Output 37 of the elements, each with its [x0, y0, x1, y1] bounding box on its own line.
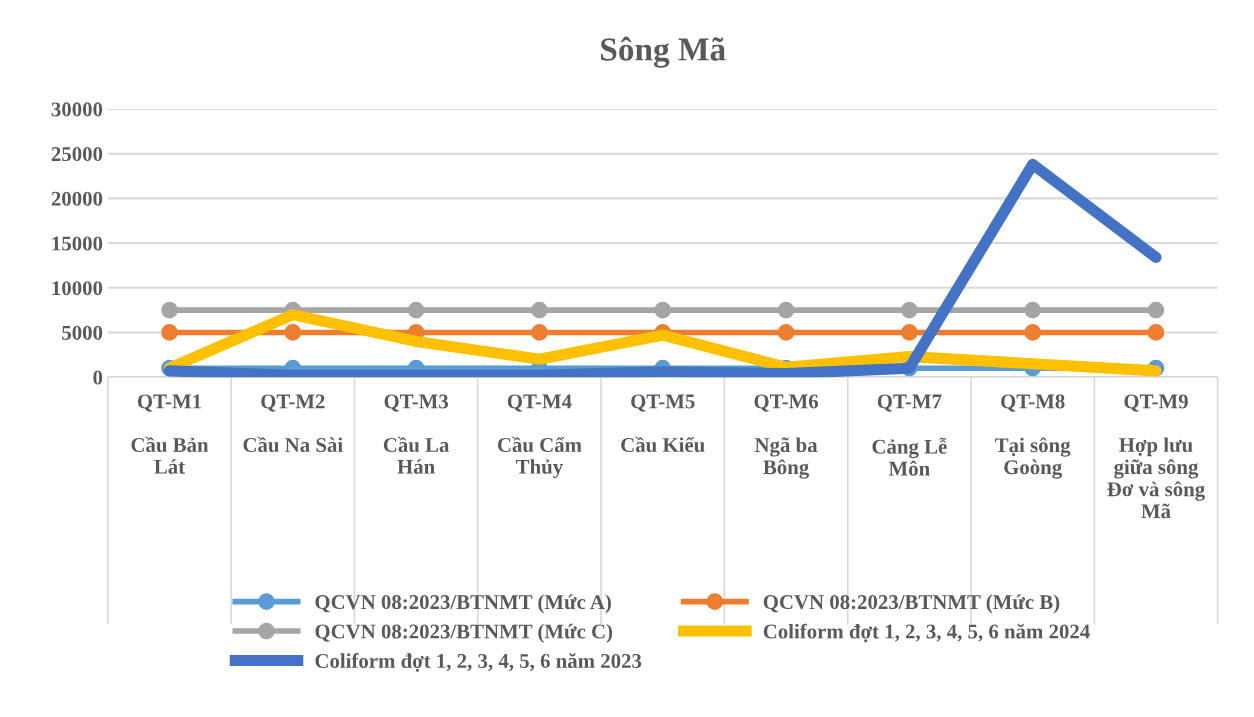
legend-label: QCVN 08:2023/BTNMT (Mức B) — [763, 594, 1060, 614]
point — [777, 324, 795, 341]
legend-label: Coliform đợt 1, 2, 3, 4, 5, 6 năm 2024 — [763, 623, 1090, 643]
legend-label: QCVN 08:2023/BTNMT (Mức C) — [315, 623, 613, 643]
category-label: QT-M1 Cầu Bản Lát — [131, 394, 209, 474]
category-label: QT-M8 Tại sông Goòng — [995, 394, 1071, 479]
point — [531, 301, 548, 319]
category-label: QT-M4 Cầu Cẩm Thủy — [497, 394, 582, 479]
point — [654, 301, 672, 319]
point — [284, 324, 302, 341]
category-label: QT-M5 Cầu Kiểu — [621, 394, 705, 453]
legend-label: QCVN 08:2023/BTNMT (Mức A) — [315, 594, 611, 614]
y-tick-label: 0 — [93, 370, 103, 385]
point — [1147, 324, 1165, 341]
point — [901, 324, 918, 341]
point — [777, 301, 795, 319]
point — [901, 301, 918, 319]
point — [1024, 301, 1042, 319]
y-tick-label: 25000 — [51, 147, 103, 162]
legend-label: Coliform đợt 1, 2, 3, 4, 5, 6 năm 2023 — [315, 653, 642, 672]
category-label: QT-M3 Cầu La Hán — [383, 394, 450, 474]
category-label: QT-M6 Ngã ba Bông — [754, 394, 819, 479]
point — [1147, 301, 1165, 319]
y-tick-label: 10000 — [52, 281, 103, 296]
category-label: QT-M9 Hợp lưu giữa sông Đơ và sông Mã — [1107, 394, 1205, 519]
point — [1024, 324, 1042, 341]
y-tick-label: 15000 — [52, 236, 103, 251]
point — [407, 301, 425, 319]
point — [161, 324, 178, 341]
point — [531, 324, 548, 341]
y-tick-label: 5000 — [62, 325, 103, 340]
category-label: QT-M2 Cầu Na Sài — [243, 394, 343, 453]
chart-title: Sông Mã — [601, 36, 726, 68]
category-label: QT-M7 Cảng Lễ Môn — [872, 394, 947, 476]
y-tick-label: 20000 — [51, 191, 103, 206]
y-tick-label: 30000 — [51, 102, 103, 117]
point — [161, 301, 178, 319]
